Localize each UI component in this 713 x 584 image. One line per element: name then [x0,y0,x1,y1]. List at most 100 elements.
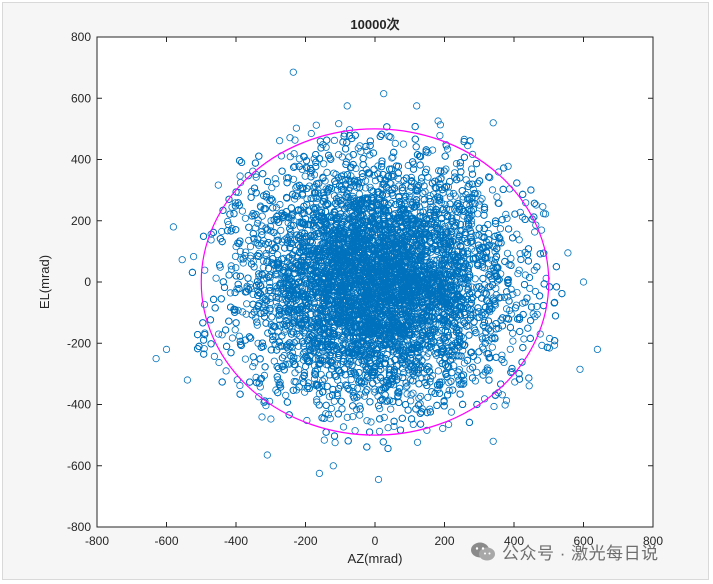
scatter-point [403,354,411,362]
scatter-point [513,230,521,238]
scatter-point [178,256,186,264]
scatter-point [371,177,380,185]
scatter-point [423,426,431,434]
scatter-point [432,246,440,254]
scatter-point [504,162,512,170]
scatter-point [292,124,300,132]
scatter-point [267,415,275,423]
scatter-point [238,207,246,215]
scatter-point [360,392,369,400]
scatter-point [378,184,386,192]
scatter-point [470,325,478,333]
scatter-point [447,408,455,416]
scatter-point [318,206,326,214]
scatter-point [516,208,524,216]
scatter-point [286,351,294,359]
scatter-points [152,68,602,484]
scatter-point [259,275,268,283]
scatter-point [502,210,510,218]
scatter-point [507,285,515,293]
scatter-point [539,203,547,211]
scatter-point [300,348,308,357]
scatter-point [501,401,509,409]
scatter-point [496,225,504,233]
scatter-point [307,129,315,138]
scatter-point [355,402,364,410]
scatter-point [509,290,517,298]
scatter-point [218,331,226,339]
scatter-point [227,262,235,270]
scatter-point [503,249,512,257]
scatter-point [426,374,435,383]
scatter-point [423,353,431,361]
scatter-point [387,172,396,180]
scatter-point [426,209,434,217]
scatter-point [436,132,444,140]
scatter-point [390,422,398,431]
scatter-point [383,382,391,390]
scatter-point [506,345,514,353]
scatter-point [288,349,297,357]
scatter-point [252,373,260,381]
scatter-point [266,273,274,282]
scatter-point [255,249,263,257]
scatter-point [255,393,263,401]
scatter-point [252,173,260,181]
scatter-point [358,178,366,187]
scatter-point [212,274,220,282]
scatter-point [241,355,249,363]
scatter-point [210,352,218,360]
scatter-point [468,150,477,158]
scatter-point [226,289,234,297]
scatter-point [234,306,242,314]
scatter-point [474,190,482,198]
scatter-point [488,343,496,351]
scatter-point [407,173,415,181]
scatter-point [380,413,388,421]
scatter-point [452,160,461,168]
scatter-point [503,214,511,222]
scatter-point [545,334,554,343]
scatter-point [350,182,358,190]
scatter-point [275,311,283,320]
scatter-point [276,378,284,386]
scatter-point [249,362,257,371]
scatter-point [498,391,506,399]
scatter-point [478,195,486,203]
scatter-point [367,418,375,426]
scatter-point [486,174,494,182]
scatter-point [398,345,406,353]
scatter-point [330,371,339,379]
scatter-point [539,210,548,218]
scatter-point [451,192,459,200]
scatter-point [439,424,447,433]
scatter-point [239,308,247,316]
scatter-point [215,358,223,367]
scatter-point [366,151,374,159]
scatter-point [280,351,288,360]
scatter-point [236,381,244,390]
scatter-point [291,162,299,170]
scatter-point [276,200,284,209]
scatter-point [279,295,287,303]
scatter-point [395,182,403,190]
scatter-point [345,386,354,394]
scatter-point [241,214,249,222]
scatter-point [335,120,343,128]
scatter-point [439,205,448,213]
scatter-point [400,194,409,202]
scatter-point [497,270,505,278]
scatter-point [271,175,279,183]
scatter-point [291,136,299,144]
scatter-point [269,196,277,205]
scatter-point [424,393,432,401]
scatter-point [304,379,312,387]
scatter-point [416,400,424,408]
scatter-point [254,240,262,248]
scatter-point [467,165,476,173]
scatter-point [262,401,270,410]
scatter-point [270,357,278,365]
scatter-point [417,392,425,400]
scatter-point [352,164,360,173]
scatter-point [430,256,438,264]
